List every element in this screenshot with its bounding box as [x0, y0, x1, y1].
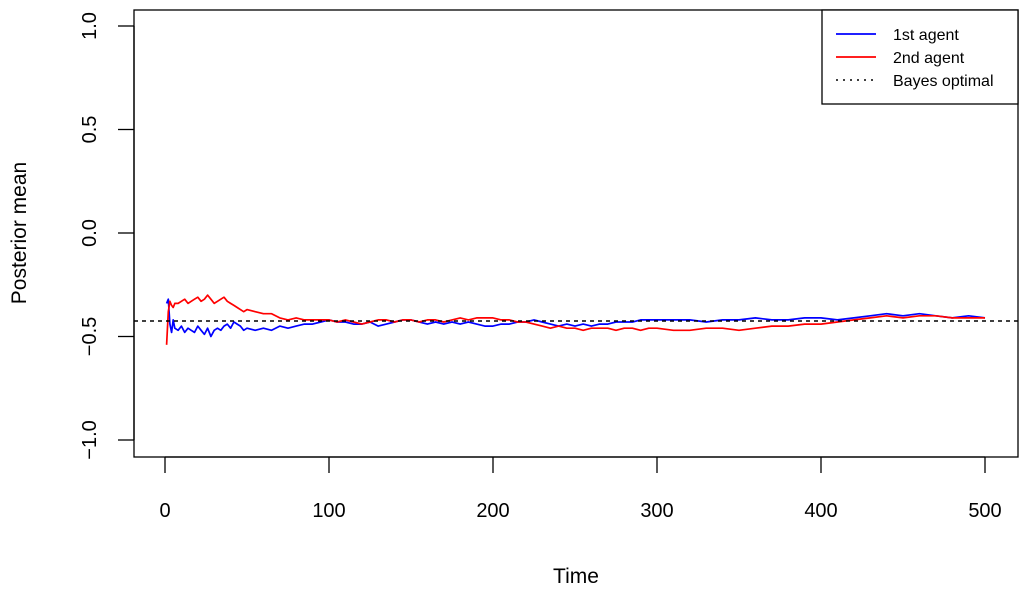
y-axis: −1.0 −0.5 0.0 0.5 1.0	[79, 12, 135, 460]
legend: 1st agent 2nd agent Bayes optimal	[821, 9, 1019, 105]
x-axis: 0 100 200 300 400 500	[159, 456, 1002, 522]
legend-label-3: Bayes optimal	[893, 73, 994, 90]
series-line-1	[165, 298, 986, 338]
x-tick-label: 100	[312, 500, 345, 522]
series-layer	[134, 294, 1018, 345]
y-tick-label: 0.0	[79, 219, 101, 247]
x-tick-label: 200	[476, 500, 509, 522]
legend-label-1: 1st agent	[893, 27, 959, 44]
y-axis-title: Posterior mean	[8, 162, 31, 304]
x-axis-title: Time	[553, 565, 599, 588]
x-tick-label: 400	[804, 500, 837, 522]
x-tick-label: 300	[640, 500, 673, 522]
y-tick-label: 0.5	[79, 116, 101, 144]
y-tick-label: −0.5	[79, 317, 101, 356]
y-tick-label: 1.0	[79, 12, 101, 40]
legend-label-2: 2nd agent	[893, 50, 965, 67]
x-tick-label: 500	[968, 500, 1001, 522]
y-tick-label: −1.0	[79, 420, 101, 459]
series-line-2	[165, 294, 985, 345]
x-tick-label: 0	[159, 500, 170, 522]
